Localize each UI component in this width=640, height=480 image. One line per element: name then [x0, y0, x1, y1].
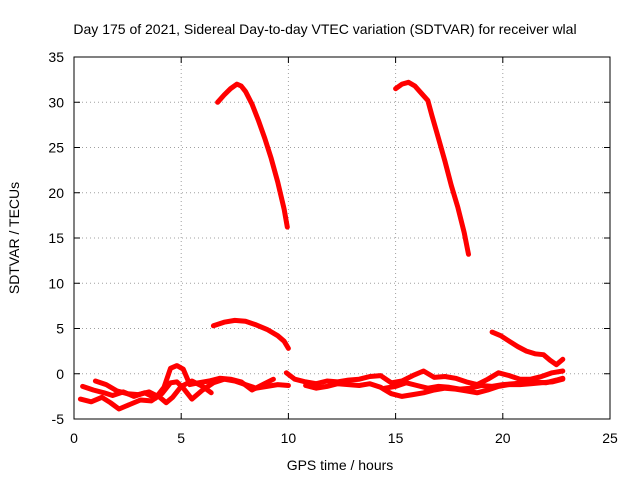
x-tick-label: 10 — [281, 430, 297, 446]
x-tick-label: 20 — [495, 430, 511, 446]
y-tick-label: 25 — [48, 140, 64, 156]
chart-title: Day 175 of 2021, Sidereal Day-to-day VTE… — [73, 21, 576, 37]
series-line-low-2 — [80, 363, 276, 401]
x-tick-label: 0 — [70, 430, 78, 446]
series-line-arc-peak-2 — [393, 79, 471, 257]
series-line-low-4 — [283, 368, 566, 388]
y-axis-label: SDTVAR / TECUs — [6, 182, 22, 294]
tick-labels: 0 5 10 15 20 25 -5 0 5 10 15 20 25 30 35 — [48, 49, 618, 446]
series-line-arc-mid-2 — [489, 329, 566, 368]
series-line-low-6 — [382, 375, 566, 392]
y-tick-label: 5 — [56, 321, 64, 337]
y-tick-label: 10 — [48, 275, 64, 291]
series-group — [77, 79, 566, 412]
ticks — [73, 56, 611, 420]
series-line-arc-peak-1 — [215, 81, 290, 230]
y-tick-label: 15 — [48, 230, 64, 246]
series-line-arc-mid-1 — [210, 317, 291, 351]
y-tick-label: -5 — [52, 411, 65, 427]
series-line-low-3 — [92, 378, 214, 406]
y-tick-label: 35 — [48, 49, 64, 65]
x-tick-label: 15 — [388, 430, 404, 446]
y-tick-label: 0 — [56, 366, 64, 382]
x-tick-label: 25 — [602, 430, 618, 446]
y-tick-label: 20 — [48, 185, 64, 201]
y-tick-label: 30 — [48, 94, 64, 110]
x-tick-label: 5 — [177, 430, 185, 446]
grid — [74, 57, 610, 419]
x-axis-label: GPS time / hours — [287, 457, 394, 473]
